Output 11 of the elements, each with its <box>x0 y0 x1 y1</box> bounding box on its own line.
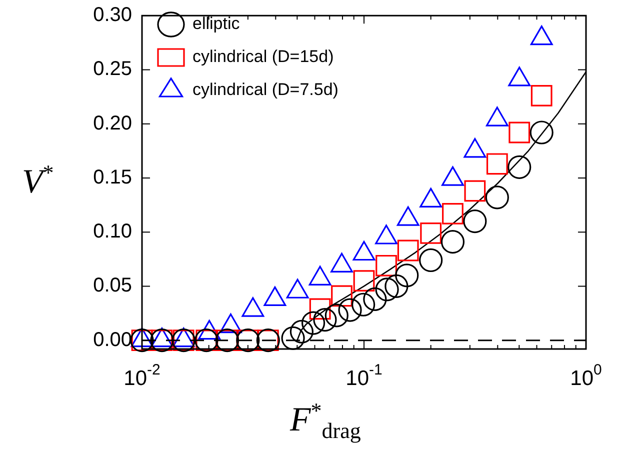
y-tick-label: 0.30 <box>93 4 132 26</box>
y-tick-label: 0.05 <box>93 274 132 297</box>
y-tick-label: 0.00 <box>93 328 132 351</box>
y-tick-label: 0.15 <box>93 166 132 188</box>
legend-label: cylindrical (D=15d) <box>192 47 334 66</box>
legend-label: elliptic <box>192 14 240 34</box>
y-tick-label: 0.20 <box>93 112 132 134</box>
y-tick-label: 0.10 <box>93 220 132 243</box>
legend-label: cylindrical (D=7.5d) <box>192 80 338 100</box>
y-axis-title: V$^{*}$ <box>22 160 54 202</box>
y-tick-label: 0.25 <box>93 58 132 80</box>
